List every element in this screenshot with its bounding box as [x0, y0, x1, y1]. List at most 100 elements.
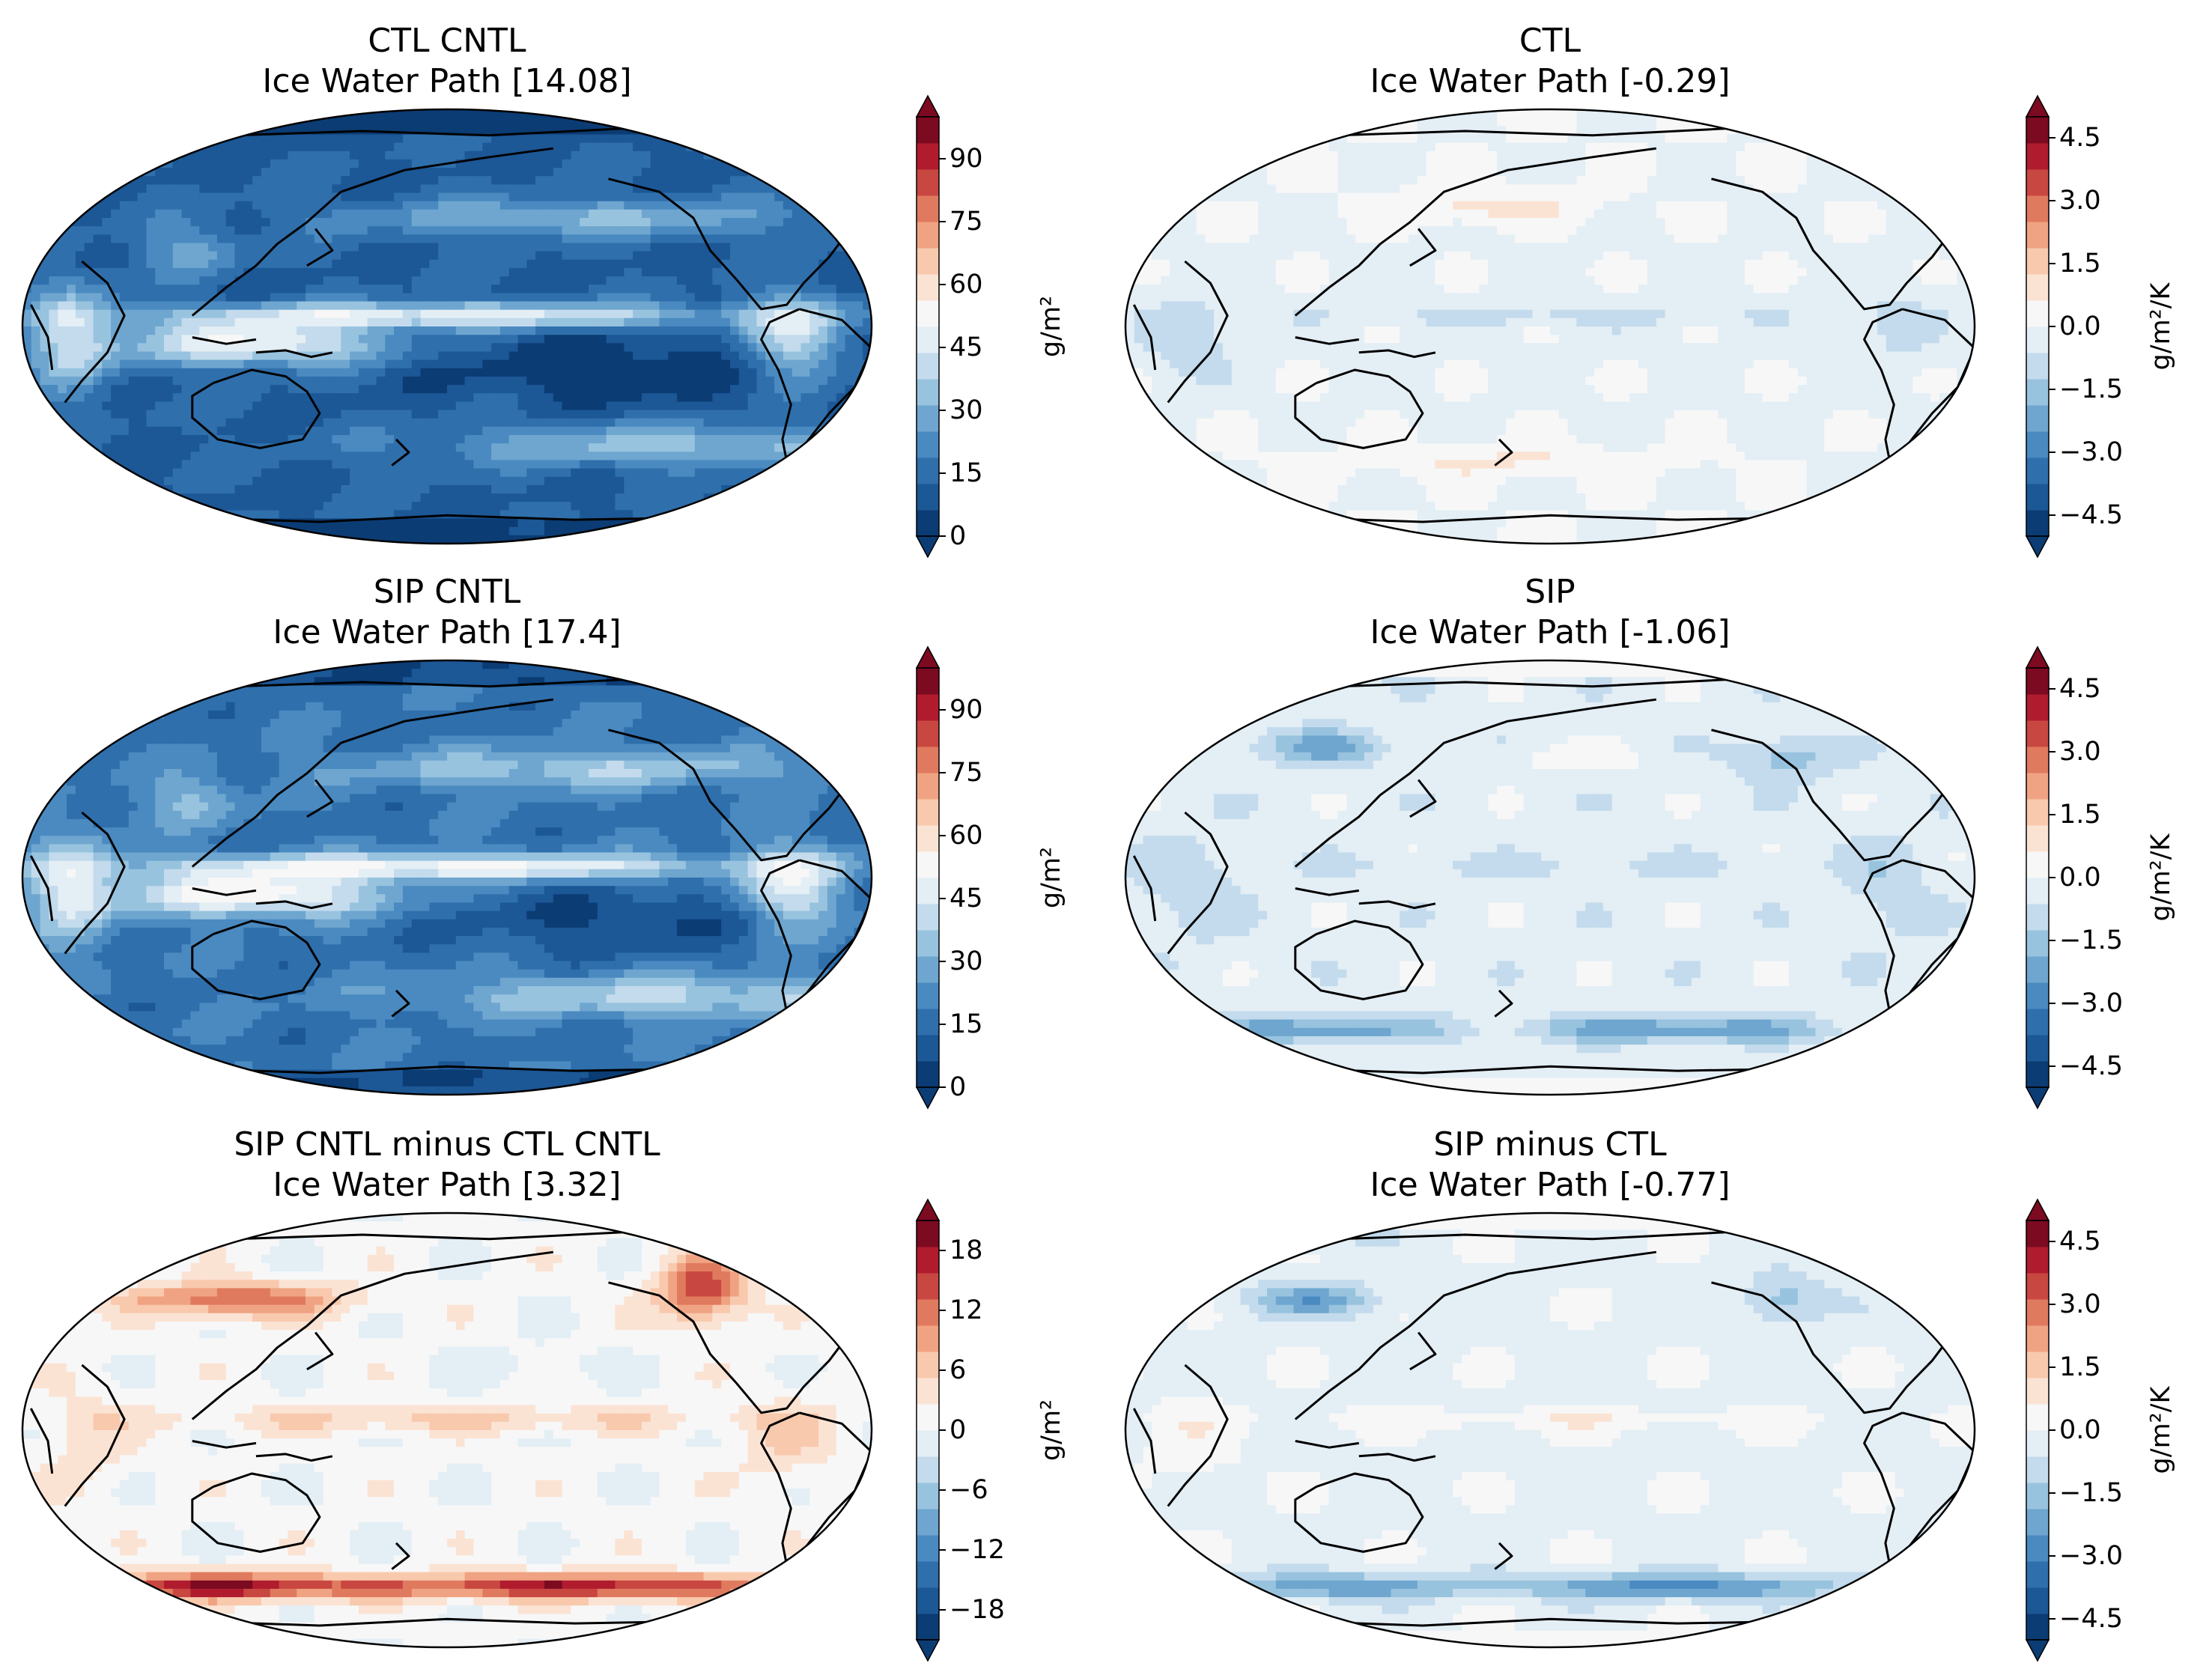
colorbar-tick-label: 30 [949, 946, 983, 976]
colorbar-step [917, 484, 939, 511]
colorbar-step [917, 1535, 939, 1562]
colorbar-step [2026, 668, 2049, 695]
map-frame [1124, 1212, 1976, 1649]
colorbar-step [2026, 274, 2049, 301]
colorbar-step [917, 143, 939, 170]
colorbar-tick-label: 60 [949, 270, 983, 300]
panel-title: SIP Ice Water Path [-1.06] [1370, 572, 1730, 653]
colorbar-step [2026, 1220, 2049, 1247]
colorbar-step [917, 431, 939, 458]
colorbar-tick-label: 0 [949, 1415, 966, 1445]
colorbar-step [2026, 1483, 2049, 1510]
map-frame [21, 659, 873, 1096]
panel-title-line1: SIP CNTL [273, 572, 621, 612]
colorbar-tick-label: 1.5 [2059, 249, 2101, 279]
colorbar-tick-label: −1.5 [2059, 374, 2123, 404]
colorbar-step [2026, 1456, 2049, 1483]
colorbar-step [2026, 930, 2049, 957]
colorbar-tick-label: 45 [949, 332, 983, 362]
colorbar-step [917, 405, 939, 432]
map-sip-cntl [22, 660, 872, 1095]
colorbar-step [2026, 117, 2049, 144]
colorbar-step [917, 878, 939, 905]
colorbar-tick-label: 0.0 [2059, 863, 2101, 893]
colorbar-tick-label: 3.0 [2059, 186, 2101, 216]
panel-title-line1: SIP CNTL minus CTL CNTL [234, 1125, 660, 1165]
colorbar-tick-label: 4.5 [2059, 123, 2101, 153]
colorbar-tick-label: 18 [949, 1235, 983, 1265]
colorbar-tick-label: 15 [949, 1009, 983, 1039]
colorbar-step [2026, 1404, 2049, 1431]
colorbar-step [2026, 1035, 2049, 1062]
colorbar-step [917, 1299, 939, 1326]
colorbar-step [2026, 773, 2049, 800]
panel-title-line1: SIP [1370, 572, 1730, 612]
colorbar-step [2026, 405, 2049, 432]
colorbar-label: g/m²/K [2146, 283, 2176, 371]
colorbar-tick-label: 3.0 [2059, 737, 2101, 767]
colorbar-step [2026, 878, 2049, 905]
panel-title-line1: CTL CNTL [262, 21, 631, 61]
colorbar-step [2026, 1352, 2049, 1378]
map-frame [1124, 108, 1976, 545]
colorbar-step [917, 930, 939, 957]
colorbar-step [2026, 904, 2049, 931]
colorbar-step [917, 1378, 939, 1405]
colorbar-step [917, 1509, 939, 1536]
colorbar-step [917, 1430, 939, 1457]
panel-title-line2: Ice Water Path [3.32] [234, 1165, 660, 1206]
colorbar-step [2026, 379, 2049, 406]
colorbar-ctl [2025, 94, 2055, 559]
colorbar-step [917, 1561, 939, 1588]
colorbar-step [917, 1614, 939, 1641]
colorbar-extend-min [915, 535, 941, 559]
colorbar-step [2026, 1009, 2049, 1036]
colorbar-extend-min [2025, 1086, 2050, 1110]
panel-title-line2: Ice Water Path [-0.29] [1370, 61, 1730, 102]
colorbar-sip [2025, 645, 2055, 1110]
colorbar-tick-label: 12 [949, 1295, 983, 1325]
colorbar-extend-max [2025, 94, 2050, 118]
colorbar-step [2026, 248, 2049, 275]
colorbar-step [917, 169, 939, 196]
colorbar-label: g/m² [1036, 847, 1066, 908]
colorbar-step [917, 353, 939, 380]
colorbar-step [917, 510, 939, 537]
colorbar-step [2026, 169, 2049, 196]
colorbar-step [2026, 300, 2049, 327]
colorbar-step [917, 1325, 939, 1352]
colorbar-step [2026, 1061, 2049, 1088]
colorbar-sip-minus-ctl-cntl [915, 1198, 946, 1662]
colorbar-step [2026, 431, 2049, 458]
colorbar-step [917, 248, 939, 275]
colorbar-step [917, 668, 939, 695]
colorbar-step [2026, 747, 2049, 773]
panel-title: SIP minus CTL Ice Water Path [-0.77] [1370, 1125, 1730, 1206]
colorbar-step [2026, 720, 2049, 747]
colorbar-step [2026, 1614, 2049, 1641]
colorbar-tick-label: 0.0 [2059, 1415, 2101, 1445]
map-sip [1125, 660, 1975, 1095]
colorbar-tick-label: 90 [949, 144, 983, 174]
map-frame [1124, 659, 1976, 1096]
colorbar-step [917, 1273, 939, 1300]
colorbar-step [2026, 222, 2049, 249]
colorbar-step [917, 1061, 939, 1088]
colorbar-tick-label: −3.0 [2059, 437, 2123, 467]
colorbar-tick-label: 60 [949, 821, 983, 851]
colorbar-step [917, 825, 939, 852]
colorbar-step [917, 300, 939, 327]
panel-title: SIP CNTL Ice Water Path [17.4] [273, 572, 621, 653]
colorbar-step [917, 956, 939, 983]
colorbar-step [2026, 484, 2049, 511]
colorbar-step [2026, 457, 2049, 484]
colorbar-step [917, 379, 939, 406]
colorbar-tick-label: −4.5 [2059, 1051, 2123, 1081]
colorbar-step [917, 195, 939, 222]
colorbar-extend-max [2025, 645, 2050, 669]
colorbar-tick-label: 3.0 [2059, 1289, 2101, 1319]
colorbar-tick-label: 0 [949, 1072, 966, 1102]
panel-title: CTL Ice Water Path [-0.29] [1370, 21, 1730, 102]
colorbar-step [2026, 195, 2049, 222]
colorbar-extend-max [915, 94, 941, 118]
